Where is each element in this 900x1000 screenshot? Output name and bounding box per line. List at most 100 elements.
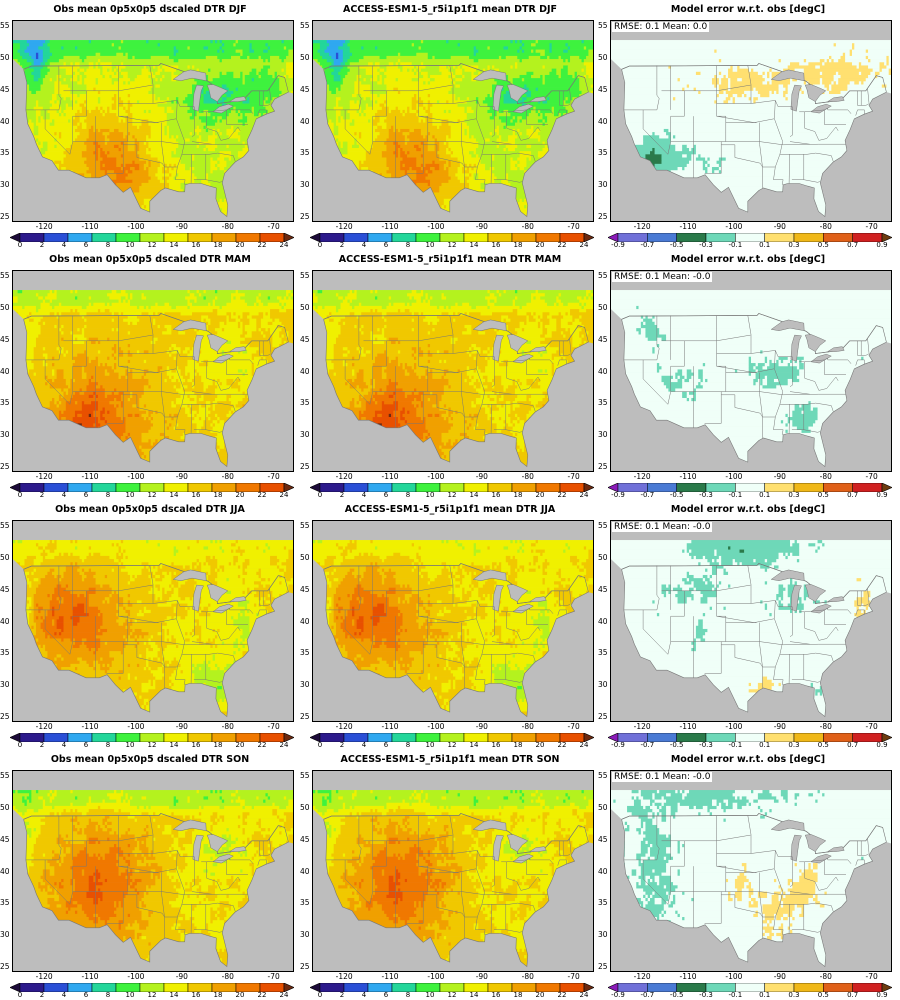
state-border [804,109,846,125]
colorbar-segment [367,733,393,742]
state-border [791,904,805,930]
field-cells [13,40,293,217]
y-tick-label: 25 [0,961,10,971]
y-tick-label: 25 [0,211,10,221]
y-tick-label: 40 [300,366,310,376]
colorbar-label: 2 [39,491,45,499]
state-border [427,391,548,396]
state-border [516,626,541,641]
colorbar-label: -0.9 [611,491,625,499]
colorbar-label: 16 [491,491,501,499]
state-border [789,856,793,887]
colorbar-label: 10 [125,741,135,749]
colorbar-label: 18 [513,991,523,999]
state-border [773,850,784,935]
x-tick-label: -80 [221,222,234,231]
colorbar-label: 4 [61,491,67,499]
y-tick-label: 50 [0,303,10,313]
state-border [216,126,241,141]
state-border [177,600,195,607]
state-border [259,590,272,606]
colorbar [608,733,892,742]
state-border [69,90,87,155]
state-border [623,815,660,861]
lake [492,334,504,362]
state-border [559,840,572,856]
colorbar-label: 18 [213,741,223,749]
colorbar-label: -0.3 [699,491,713,499]
state-border [491,641,512,645]
field-cells [13,290,293,467]
state-border [190,154,192,184]
state-border [491,856,495,887]
state-border [191,606,195,637]
state-border [789,356,793,387]
y-tick-label: 25 [300,461,310,471]
state-border [325,815,362,861]
state-border [106,891,124,924]
colorbar-label: 2 [339,991,345,999]
colorbar-label: 0.9 [876,991,888,999]
state-border [127,891,248,896]
x-tick-label: -100 [725,722,743,731]
state-border [493,154,507,180]
map-canvas [313,290,593,468]
colorbar-over [283,983,294,992]
state-border [191,641,212,645]
colorbar [310,733,594,742]
colorbar-label: 8 [405,491,411,499]
state-border [491,141,512,145]
state-border [181,152,236,162]
y-tick-label: 45 [300,834,310,844]
state-border [257,109,267,116]
map-canvas [13,540,293,718]
panel-title: Obs mean 0p5x0p5 dscaled DTR MAM [49,254,251,265]
map-canvas [611,790,891,968]
y-tick-label: 25 [598,711,608,721]
colorbar-label: -0.1 [728,991,743,999]
state-border [177,100,195,107]
colorbar [608,483,892,492]
map-panel-obs-mam: Obs mean 0p5x0p5 dscaled DTR MAM 25 30 35 40… [0,250,300,500]
colorbar [10,233,294,242]
x-tick-label: -110 [381,222,399,231]
colorbar-label: 10 [125,491,135,499]
colorbar-label: 18 [513,491,523,499]
state-border [667,590,685,655]
y-tick-label: 40 [0,116,10,126]
state-border [191,106,195,137]
colorbar-label: 22 [557,741,567,749]
state-border [181,652,236,662]
state-border [814,626,839,641]
x-tick-label: -90 [773,722,786,731]
colorbar-label: 0.3 [788,241,800,249]
state-border [804,361,815,382]
map-frame: RMSE: 0.1 Mean: -0.0 [610,520,892,722]
colorbar-segment [67,483,93,492]
colorbar-label: -0.9 [611,241,625,249]
state-border [386,834,453,842]
y-tick-label: 40 [300,866,310,876]
x-tick-label: -110 [81,722,99,731]
lake [804,84,827,102]
x-tick-label: -70 [865,972,878,981]
map-panel-obs-jja: Obs mean 0p5x0p5 dscaled DTR JJA 25 30 35 40… [0,500,300,750]
lake [528,346,547,352]
x-tick-label: -80 [521,722,534,731]
state-border [857,90,870,106]
colorbar-label: 24 [579,741,589,749]
colorbar-label: 8 [105,241,111,249]
colorbar-segment [91,233,117,242]
state-border [206,861,217,882]
state-border [789,141,810,145]
colorbar-label: -0.5 [669,991,684,999]
map-frame: RMSE: 0.1 Mean: -0.0 [610,770,892,972]
state-border [667,90,685,155]
state-border [804,111,815,132]
colorbar-over [881,233,892,242]
colorbar-label: 20 [535,241,545,249]
y-tick-label: 45 [0,834,10,844]
colorbar-label: -0.9 [611,741,625,749]
colorbar-label: -0.3 [699,241,713,249]
x-tick-label: -100 [427,972,445,981]
